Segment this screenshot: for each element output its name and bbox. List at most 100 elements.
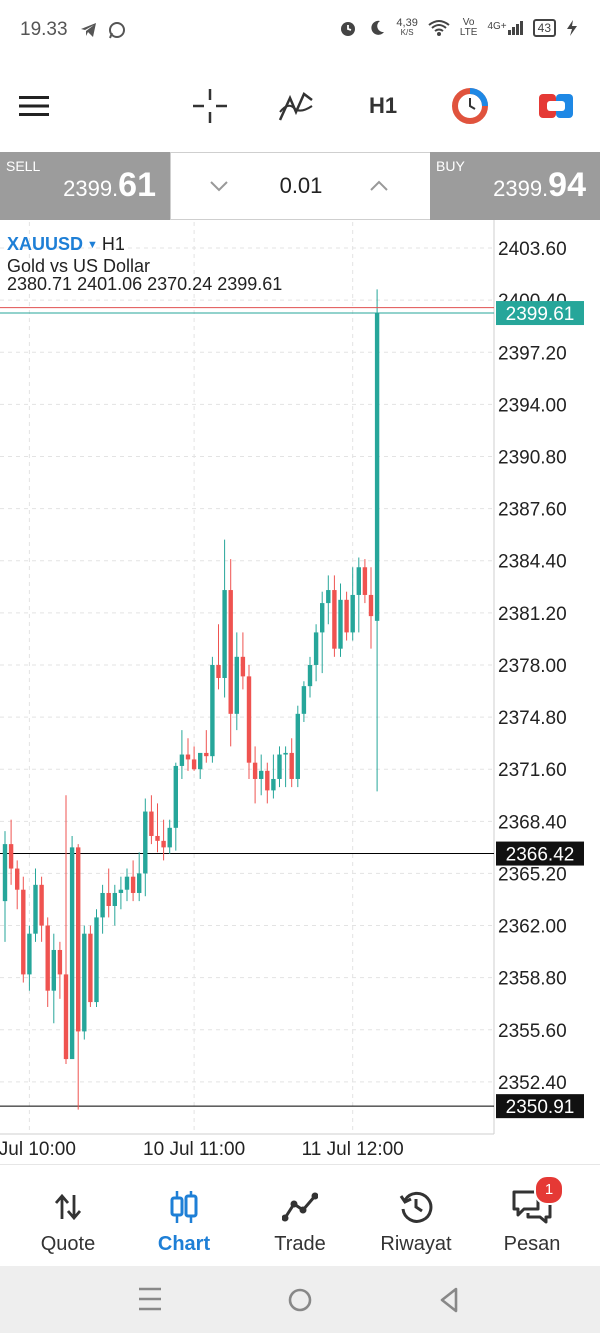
price-tick-label: 2368.40 <box>498 812 567 833</box>
candle-body <box>51 949 56 991</box>
system-navigation-bar <box>0 1266 600 1333</box>
candle-body <box>130 876 136 893</box>
charging-icon <box>567 20 577 36</box>
volte-indicator: Vo LTE <box>459 17 478 38</box>
price-tick-label: 2381.20 <box>498 604 567 625</box>
telegram-icon <box>81 23 96 37</box>
candle-body <box>252 762 258 779</box>
candle-body <box>374 313 380 621</box>
chart-toolbar: H1 <box>0 62 600 152</box>
nav-riwayat[interactable]: Riwayat <box>356 1165 476 1267</box>
back-icon[interactable] <box>438 1287 460 1313</box>
nav-label: Pesan <box>503 1233 561 1255</box>
candle-body <box>204 752 209 757</box>
candle-body <box>277 754 282 779</box>
sell-button[interactable]: SELL 2399.61 <box>0 152 170 220</box>
candle-body <box>15 868 20 890</box>
recents-icon[interactable] <box>138 1286 162 1312</box>
alarm-icon <box>341 22 356 36</box>
nav-chart[interactable]: Chart <box>124 1165 244 1267</box>
candle-body <box>210 664 215 757</box>
status-time: 19.33 <box>20 19 68 40</box>
candle-body <box>2 844 8 902</box>
price-tick-label: 2390.80 <box>498 448 567 469</box>
nav-pesan[interactable]: 1 Pesan <box>472 1165 592 1267</box>
candle-body <box>240 656 246 677</box>
candle-body <box>301 686 307 714</box>
sell-price: 2399.61 <box>63 166 156 204</box>
price-level-tag <box>496 841 584 866</box>
indicators-icon <box>278 92 313 121</box>
timeframe-button[interactable]: H1 <box>368 93 398 118</box>
candle-body <box>356 567 361 595</box>
candle-body <box>124 876 130 890</box>
lot-value[interactable]: 0.01 <box>279 173 323 198</box>
nav-label: Chart <box>157 1233 211 1255</box>
bid-price-label: 2399.61 <box>506 304 575 325</box>
candle-body <box>362 567 368 595</box>
chart-candles-icon <box>159 1187 209 1227</box>
price-level-label: 2350.91 <box>506 1097 575 1118</box>
candle-body <box>344 599 349 633</box>
symbol-timeframe: H1 <box>101 234 125 254</box>
one-click-trading-icon <box>539 94 573 118</box>
candle-body <box>118 889 124 893</box>
crosshair-button[interactable] <box>186 82 234 130</box>
candle-body <box>228 590 233 714</box>
candle-body <box>173 765 178 828</box>
symbol-name[interactable]: XAUUSD <box>7 234 84 254</box>
one-click-trading-button[interactable] <box>532 82 580 130</box>
candle-body <box>326 590 331 604</box>
message-count-badge: 1 <box>534 1175 564 1205</box>
menu-button[interactable] <box>10 82 58 130</box>
price-tick-label: 2352.40 <box>498 1073 567 1094</box>
bid-price-tag <box>496 301 584 326</box>
history-icon <box>391 1187 441 1227</box>
candle-body <box>100 892 105 918</box>
status-icons: 4,39 K/S Vo LTE 4G+ 43 <box>338 18 578 38</box>
chart-area[interactable]: 2403.602400.402397.202394.002390.802387.… <box>0 220 600 1164</box>
candlestick-chart[interactable]: 2403.602400.402397.202394.002390.802387.… <box>0 220 600 1164</box>
lot-decrease-button[interactable] <box>209 179 229 193</box>
candle-body <box>179 754 185 766</box>
nav-label: Quote <box>40 1233 96 1255</box>
candle-body <box>191 759 197 770</box>
price-tick-label: 2403.60 <box>498 239 567 260</box>
price-tick-label: 2387.60 <box>498 500 567 521</box>
candle-body <box>143 811 148 874</box>
nav-label: Trade <box>274 1233 326 1255</box>
chart-type-button[interactable] <box>446 82 494 130</box>
candle-body <box>63 974 69 1060</box>
candle-body <box>216 664 221 678</box>
price-level-label: 2366.42 <box>506 845 575 866</box>
candle-body <box>69 847 75 1060</box>
indicators-button[interactable] <box>272 82 320 130</box>
net-speed: 4,39 K/S <box>396 17 418 38</box>
candle-body <box>307 664 313 687</box>
buy-button[interactable]: BUY 2399.94 <box>430 152 600 220</box>
candle-body <box>88 933 93 1003</box>
candle-body <box>222 590 227 678</box>
home-icon[interactable] <box>287 1287 313 1313</box>
candle-body <box>112 892 117 906</box>
dnd-moon-icon <box>371 20 385 35</box>
candle-body <box>155 835 160 841</box>
buy-label: BUY <box>436 158 465 174</box>
candle-body <box>8 844 14 869</box>
battery-indicator: 43 <box>532 19 556 37</box>
price-tick-label: 2371.60 <box>498 760 567 781</box>
candle-body <box>295 713 300 779</box>
nav-trade[interactable]: Trade <box>240 1165 360 1267</box>
nav-quote[interactable]: Quote <box>8 1165 128 1267</box>
lot-increase-button[interactable] <box>369 179 389 193</box>
quote-bar: SELL 2399.61 0.01 BUY 2399.94 <box>0 152 600 220</box>
candle-body <box>283 752 288 755</box>
trade-line-icon <box>275 1187 325 1227</box>
symbol-dropdown-icon[interactable]: ▼ <box>87 238 98 251</box>
price-tick-label: 2365.20 <box>498 864 567 885</box>
candle-body <box>161 840 166 848</box>
candle-body <box>320 603 325 633</box>
price-tick-label: 2355.60 <box>498 1021 567 1042</box>
candle-body <box>198 752 203 770</box>
candle-body <box>313 632 319 665</box>
